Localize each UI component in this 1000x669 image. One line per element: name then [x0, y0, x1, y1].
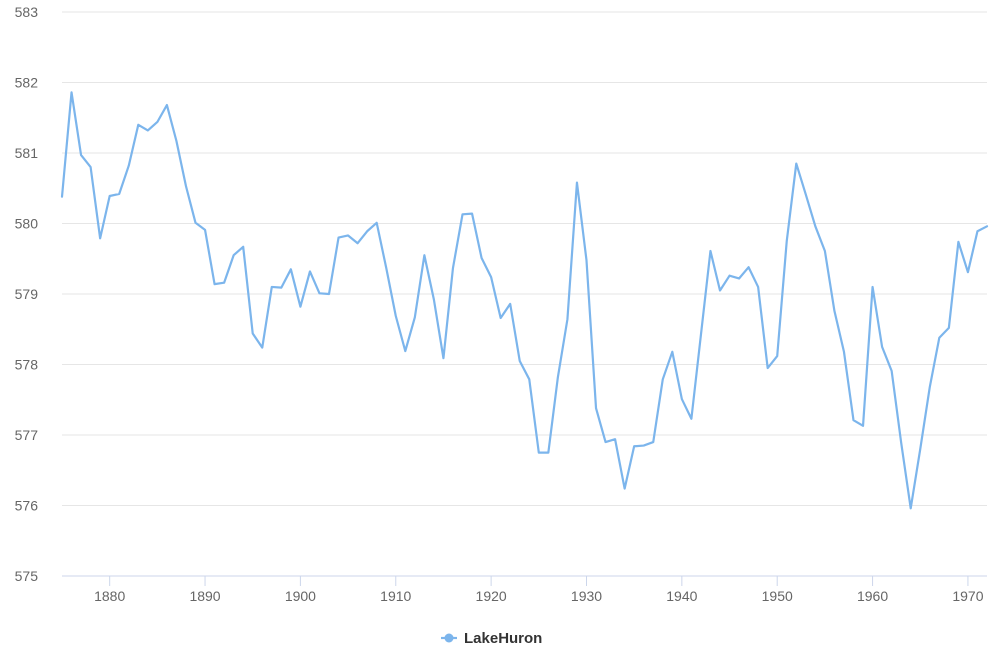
y-tick-label: 579 — [15, 286, 39, 302]
y-tick-label: 577 — [15, 427, 39, 443]
axes: 575 576 577 578 579 580 581 582 583 1880 1890 1900 1… — [15, 4, 987, 604]
y-tick-label: 578 — [15, 357, 39, 373]
y-tick-label: 576 — [15, 498, 39, 514]
x-tick-label: 1940 — [666, 588, 697, 604]
y-tick-label: 581 — [15, 145, 39, 161]
x-tick-label: 1910 — [380, 588, 411, 604]
x-tick-label: 1890 — [189, 588, 220, 604]
x-tick-label: 1930 — [571, 588, 602, 604]
legend[interactable]: LakeHuron — [441, 630, 542, 647]
x-tick-label: 1960 — [857, 588, 888, 604]
x-tick-label: 1900 — [285, 588, 316, 604]
legend-marker-icon — [444, 633, 454, 643]
x-tick-label: 1970 — [952, 588, 983, 604]
x-tick-label: 1950 — [762, 588, 793, 604]
series-layer — [60, 91, 989, 510]
series-line-LakeHuron[interactable] — [60, 91, 989, 510]
y-tick-label: 580 — [15, 216, 39, 232]
grid — [62, 11, 987, 506]
y-tick-label: 583 — [15, 4, 39, 20]
y-tick-label: 582 — [15, 75, 39, 91]
x-tick-label: 1920 — [476, 588, 507, 604]
legend-item[interactable]: LakeHuron — [441, 630, 542, 647]
y-tick-label: 575 — [15, 568, 39, 584]
x-tick-label: 1880 — [94, 588, 125, 604]
legend-label: LakeHuron — [464, 630, 542, 647]
